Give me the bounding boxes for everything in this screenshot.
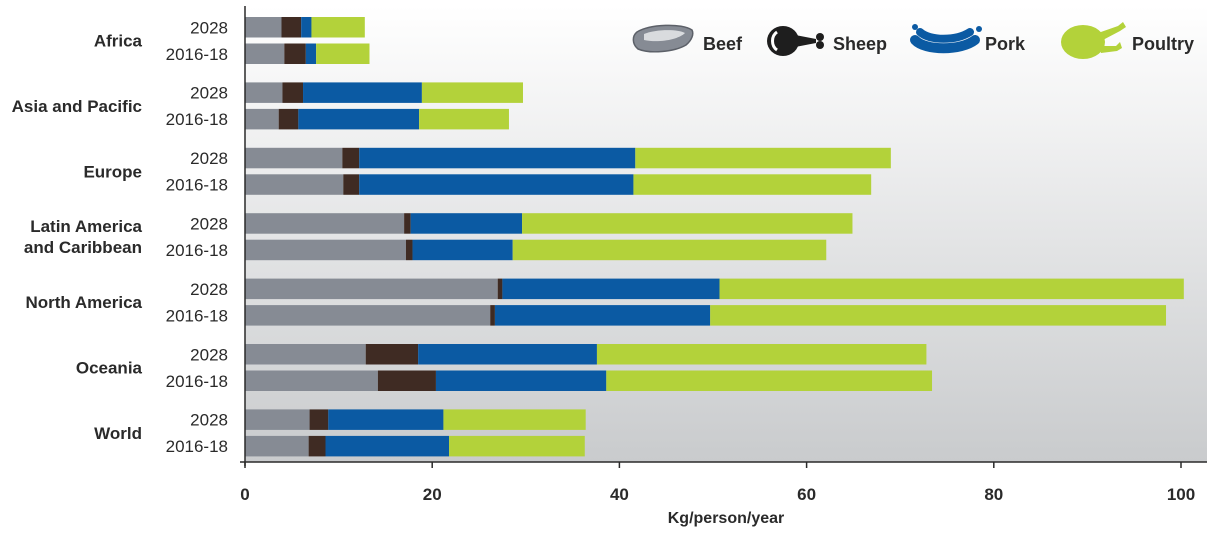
x-axis-title: Kg/person/year [668,510,784,527]
bar-europe-2016-18-pork [359,174,634,195]
bar-latin-america-and-caribbean-2028-beef [245,213,405,234]
region-label: North America [25,293,142,312]
bar-europe-2028-beef [245,147,343,169]
bar-oceania-2016-18-beef [245,370,378,391]
region-label: Oceania [76,359,143,378]
bar-world-2016-18-sheep [308,435,326,457]
region-label: Africa [94,32,143,51]
x-tick-label: 20 [423,485,442,504]
bar-world-2028-pork [328,409,444,430]
bar-asia-and-pacific-2016-18-poultry [419,108,509,130]
bar-europe-2028-poultry [635,147,891,169]
bar-north-america-2016-18-sheep [490,305,495,326]
region-label: Europe [83,162,142,181]
bar-north-america-2016-18-pork [494,305,711,326]
bar-oceania-2028-beef [245,344,366,365]
period-label: 2016-18 [166,45,228,64]
bar-world-2016-18-beef [245,435,309,457]
bar-latin-america-and-caribbean-2016-18-sheep [405,239,413,261]
plot-background [245,6,1207,462]
period-label: 2028 [190,18,228,37]
bar-europe-2028-pork [359,147,636,169]
bar-world-2028-sheep [309,409,329,430]
bar-europe-2016-18-sheep [343,174,360,195]
bar-north-america-2016-18-poultry [710,305,1167,326]
bar-north-america-2028-poultry [719,278,1184,300]
bar-north-america-2028-sheep [497,278,503,300]
poultry-chicken-icon [1061,22,1126,59]
bar-africa-2028-poultry [311,17,365,38]
x-axis-ticks: 0 20 40 60 80 100 [240,462,1195,504]
period-label: 2016-18 [166,241,228,260]
bar-north-america-2028-pork [502,278,720,300]
region-label: and Caribbean [24,238,142,257]
legend: Beef Sheep Pork Poultry [632,22,1194,59]
bar-africa-2028-pork [301,17,312,38]
bar-latin-america-and-caribbean-2028-sheep [404,213,411,234]
bar-europe-2016-18-beef [245,174,344,195]
bar-asia-and-pacific-2016-18-sheep [278,108,299,130]
region-label: Asia and Pacific [12,97,142,116]
bar-oceania-2028-sheep [365,344,419,365]
period-label: 2016-18 [166,110,228,129]
bar-latin-america-and-caribbean-2016-18-poultry [512,239,827,261]
bar-north-america-2028-beef [245,278,498,300]
period-label: 2016-18 [166,306,228,325]
period-label: 2028 [190,214,228,233]
bar-latin-america-and-caribbean-2016-18-beef [245,239,406,261]
x-tick-label: 60 [797,485,816,504]
legend-sheep-label: Sheep [833,34,887,54]
bar-oceania-2028-pork [418,344,597,365]
bar-oceania-2016-18-poultry [606,370,933,391]
bar-africa-2016-18-poultry [316,43,370,64]
period-label: 2028 [190,411,228,430]
legend-poultry-label: Poultry [1132,34,1194,54]
bar-europe-2016-18-poultry [633,174,872,195]
bar-asia-and-pacific-2016-18-pork [298,108,420,130]
bar-oceania-2028-poultry [596,344,927,365]
bar-oceania-2016-18-sheep [377,370,436,391]
pork-sausage-icon [910,24,982,54]
legend-pork-label: Pork [985,34,1026,54]
period-label: 2028 [190,84,228,103]
bar-latin-america-and-caribbean-2028-poultry [522,213,853,234]
bar-latin-america-and-caribbean-2028-pork [410,213,523,234]
bar-africa-2016-18-beef [245,43,285,64]
x-tick-label: 40 [610,485,629,504]
bar-world-2016-18-pork [325,435,450,457]
sheep-leg-icon [767,26,824,56]
bar-africa-2016-18-pork [305,43,317,64]
period-label: 2016-18 [166,176,228,195]
y-axis-labels: 2028 2016-18 Africa 2028 2016-18 Asia and Pac… [12,18,228,456]
period-label: 2028 [190,345,228,364]
bar-asia-and-pacific-2028-sheep [282,82,304,103]
bar-world-2016-18-poultry [449,435,585,457]
bar-asia-and-pacific-2028-pork [303,82,422,103]
legend-beef-label: Beef [703,34,743,54]
bar-world-2028-beef [245,409,310,430]
bar-world-2028-poultry [443,409,586,430]
bar-latin-america-and-caribbean-2016-18-pork [412,239,513,261]
bars-layer [245,17,1184,457]
x-tick-label: 0 [240,485,249,504]
bar-africa-2028-sheep [281,17,302,38]
bar-africa-2028-beef [245,17,282,38]
period-label: 2016-18 [166,372,228,391]
x-tick-label: 80 [984,485,1003,504]
bar-north-america-2016-18-beef [245,305,491,326]
period-label: 2028 [190,149,228,168]
region-label: World [94,424,142,443]
bar-asia-and-pacific-2016-18-beef [245,108,279,130]
bar-africa-2016-18-sheep [284,43,306,64]
region-label: Latin America [30,217,142,236]
bar-europe-2028-sheep [342,147,360,169]
period-label: 2028 [190,280,228,299]
x-tick-label: 100 [1167,485,1195,504]
bar-oceania-2016-18-pork [435,370,607,391]
period-label: 2016-18 [166,437,228,456]
bar-asia-and-pacific-2028-beef [245,82,283,103]
bar-asia-and-pacific-2028-poultry [421,82,523,103]
beef-steak-icon [632,24,694,53]
